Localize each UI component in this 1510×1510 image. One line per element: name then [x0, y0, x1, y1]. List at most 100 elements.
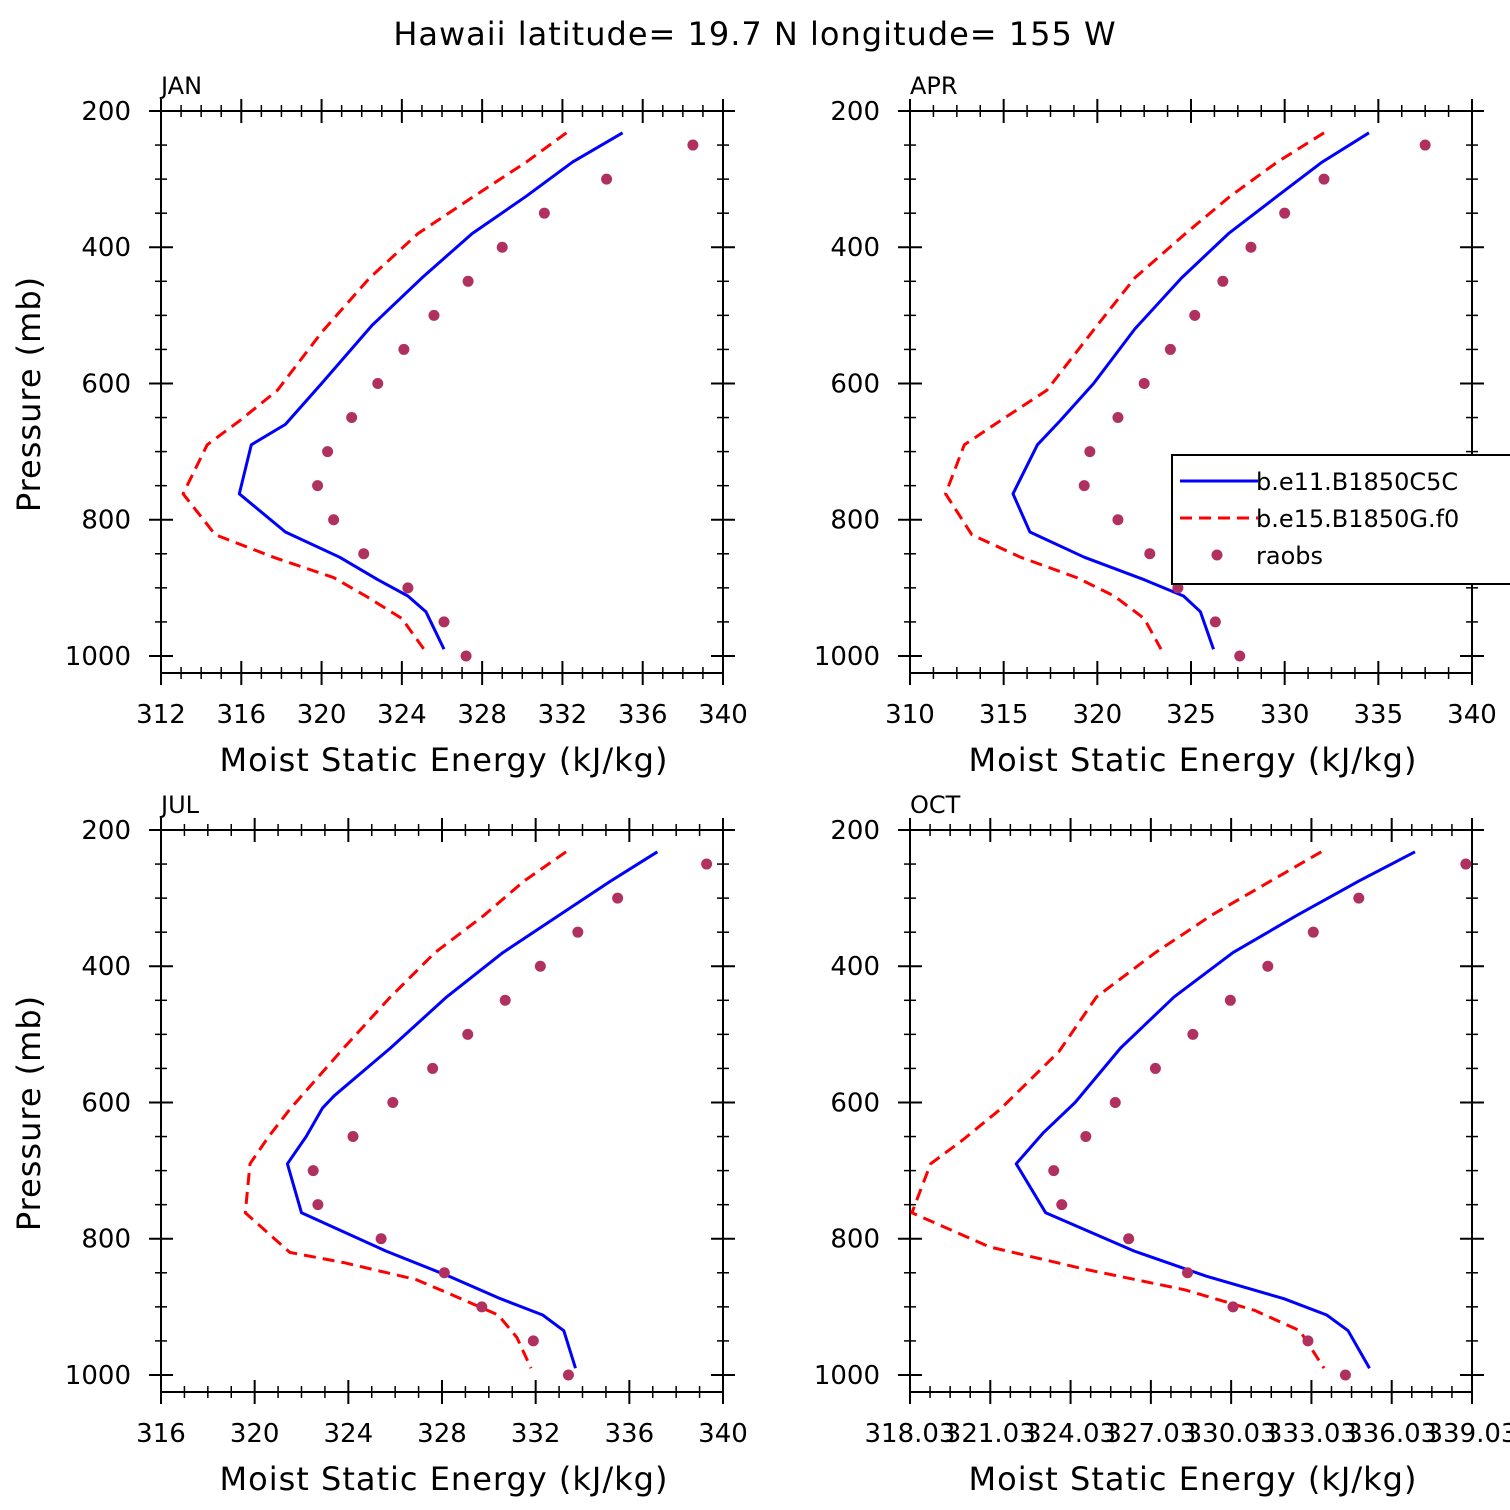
raobs-point — [346, 412, 358, 424]
raobs-point — [476, 1301, 488, 1313]
raobs-point — [1164, 343, 1176, 355]
raobs-point — [1182, 1267, 1194, 1279]
legend-label: b.e15.B1850G.f0 — [1256, 505, 1459, 533]
x-tick-label: 324 — [377, 700, 427, 730]
x-tick-label: 324.03 — [1025, 1419, 1116, 1449]
data-layer — [243, 850, 713, 1381]
y-tick-label: 200 — [81, 816, 131, 846]
raobs-point — [1460, 858, 1472, 870]
y-tick-label: 200 — [830, 816, 880, 846]
raobs-point — [375, 1233, 387, 1245]
raobs-point — [322, 446, 334, 458]
raobs-point — [1262, 960, 1274, 972]
x-tick-label: 340 — [698, 700, 748, 730]
y-tick-label: 400 — [81, 952, 131, 982]
raobs-point — [1339, 1369, 1351, 1381]
x-tick-label: 310 — [885, 700, 935, 730]
raobs-point — [1048, 1165, 1060, 1177]
raobs-point — [1187, 1028, 1199, 1040]
series-line-b-e11 — [237, 131, 624, 650]
raobs-point — [601, 173, 613, 185]
raobs-point — [1353, 892, 1365, 904]
series-line-b-e15 — [181, 131, 568, 651]
plot-frame — [909, 110, 1473, 674]
y-tick-label: 600 — [830, 369, 880, 399]
panels: 312 316 320 324 328 332 336 340 200 400 600 800 1000… — [10, 72, 1510, 1498]
data-layer — [181, 131, 699, 662]
raobs-point — [1227, 1301, 1239, 1313]
x-tick-label: 340 — [1447, 700, 1497, 730]
y-axis-title: Pressure (mb) — [10, 276, 48, 512]
y-tick-label: 1000 — [65, 642, 131, 672]
x-tick-label: 320 — [297, 700, 347, 730]
x-tick-label: 316 — [216, 700, 266, 730]
data-layer — [944, 131, 1431, 662]
raobs-point — [1307, 926, 1319, 938]
x-tick-label: 312 — [136, 700, 186, 730]
y-tick-label: 800 — [81, 1225, 131, 1255]
raobs-point — [1149, 1062, 1161, 1074]
legend: b.e11.B1850C5C b.e15.B1850G.f0 raobs — [1171, 454, 1510, 585]
y-tick-label: 400 — [830, 233, 880, 263]
x-tick-label: 336 — [618, 700, 668, 730]
x-tick-label: 328 — [457, 700, 507, 730]
raobs-point — [1234, 650, 1246, 662]
raobs-point — [398, 343, 410, 355]
x-tick-label: 325 — [1166, 700, 1216, 730]
raobs-point — [562, 1369, 574, 1381]
raobs-point — [1112, 514, 1124, 526]
raobs-point — [372, 377, 384, 389]
raobs-point — [312, 480, 324, 492]
raobs-point — [1109, 1096, 1121, 1108]
raobs-point — [687, 139, 699, 151]
raobs-point — [1078, 480, 1090, 492]
x-tick-label: 318.03 — [865, 1419, 956, 1449]
raobs-point — [438, 1267, 450, 1279]
panel-label: JUL — [159, 791, 200, 819]
raobs-point — [538, 207, 550, 219]
y-tick-label: 800 — [830, 506, 880, 536]
panel-jan: 312 316 320 324 328 332 336 340 200 400 600 800 1000… — [10, 72, 748, 779]
plot-frame — [160, 110, 724, 674]
raobs-point — [358, 548, 370, 560]
panel-label: APR — [910, 72, 958, 100]
x-tick-label: 332 — [538, 700, 588, 730]
panel-oct: 318.03321.03324.03327.03330.03333.03336.… — [814, 791, 1510, 1498]
raobs-point — [1279, 207, 1291, 219]
raobs-point — [347, 1131, 359, 1143]
y-tick-label: 1000 — [65, 1361, 131, 1391]
x-axis-title: Moist Static Energy (kJ/kg) — [969, 1460, 1418, 1498]
panel-jul: 316 320 324 328 332 336 340 200 400 600 800 1000 JUL… — [10, 791, 748, 1498]
data-layer — [910, 850, 1472, 1381]
x-tick-label: 333.03 — [1266, 1419, 1357, 1449]
x-tick-label: 332 — [511, 1419, 561, 1449]
raobs-point — [307, 1165, 319, 1177]
x-tick-label: 328 — [417, 1419, 467, 1449]
x-axis-title: Moist Static Energy (kJ/kg) — [220, 1460, 669, 1498]
x-tick-label: 330 — [1260, 700, 1310, 730]
x-tick-label: 315 — [979, 700, 1029, 730]
raobs-point — [527, 1335, 539, 1347]
y-tick-label: 200 — [81, 97, 131, 127]
x-axis-title: Moist Static Energy (kJ/kg) — [969, 741, 1418, 779]
raobs-point — [1224, 994, 1236, 1006]
legend-label: b.e11.B1850C5C — [1256, 468, 1458, 496]
raobs-point — [572, 926, 584, 938]
raobs-point — [1112, 412, 1124, 424]
x-tick-label: 327.03 — [1105, 1419, 1196, 1449]
raobs-point — [612, 892, 624, 904]
plot-frame — [160, 829, 724, 1393]
raobs-point — [387, 1096, 399, 1108]
raobs-point — [1172, 582, 1184, 594]
x-tick-label: 316 — [136, 1419, 186, 1449]
x-tick-label: 339.03 — [1427, 1419, 1510, 1449]
y-tick-label: 600 — [830, 1088, 880, 1118]
series-line-b-e15 — [910, 850, 1326, 1370]
legend-swatch-dot — [1211, 549, 1223, 561]
panel-label: OCT — [910, 791, 961, 819]
x-tick-label: 324 — [324, 1419, 374, 1449]
raobs-point — [462, 1028, 474, 1040]
legend-label: raobs — [1256, 542, 1323, 570]
raobs-point — [1080, 1131, 1092, 1143]
